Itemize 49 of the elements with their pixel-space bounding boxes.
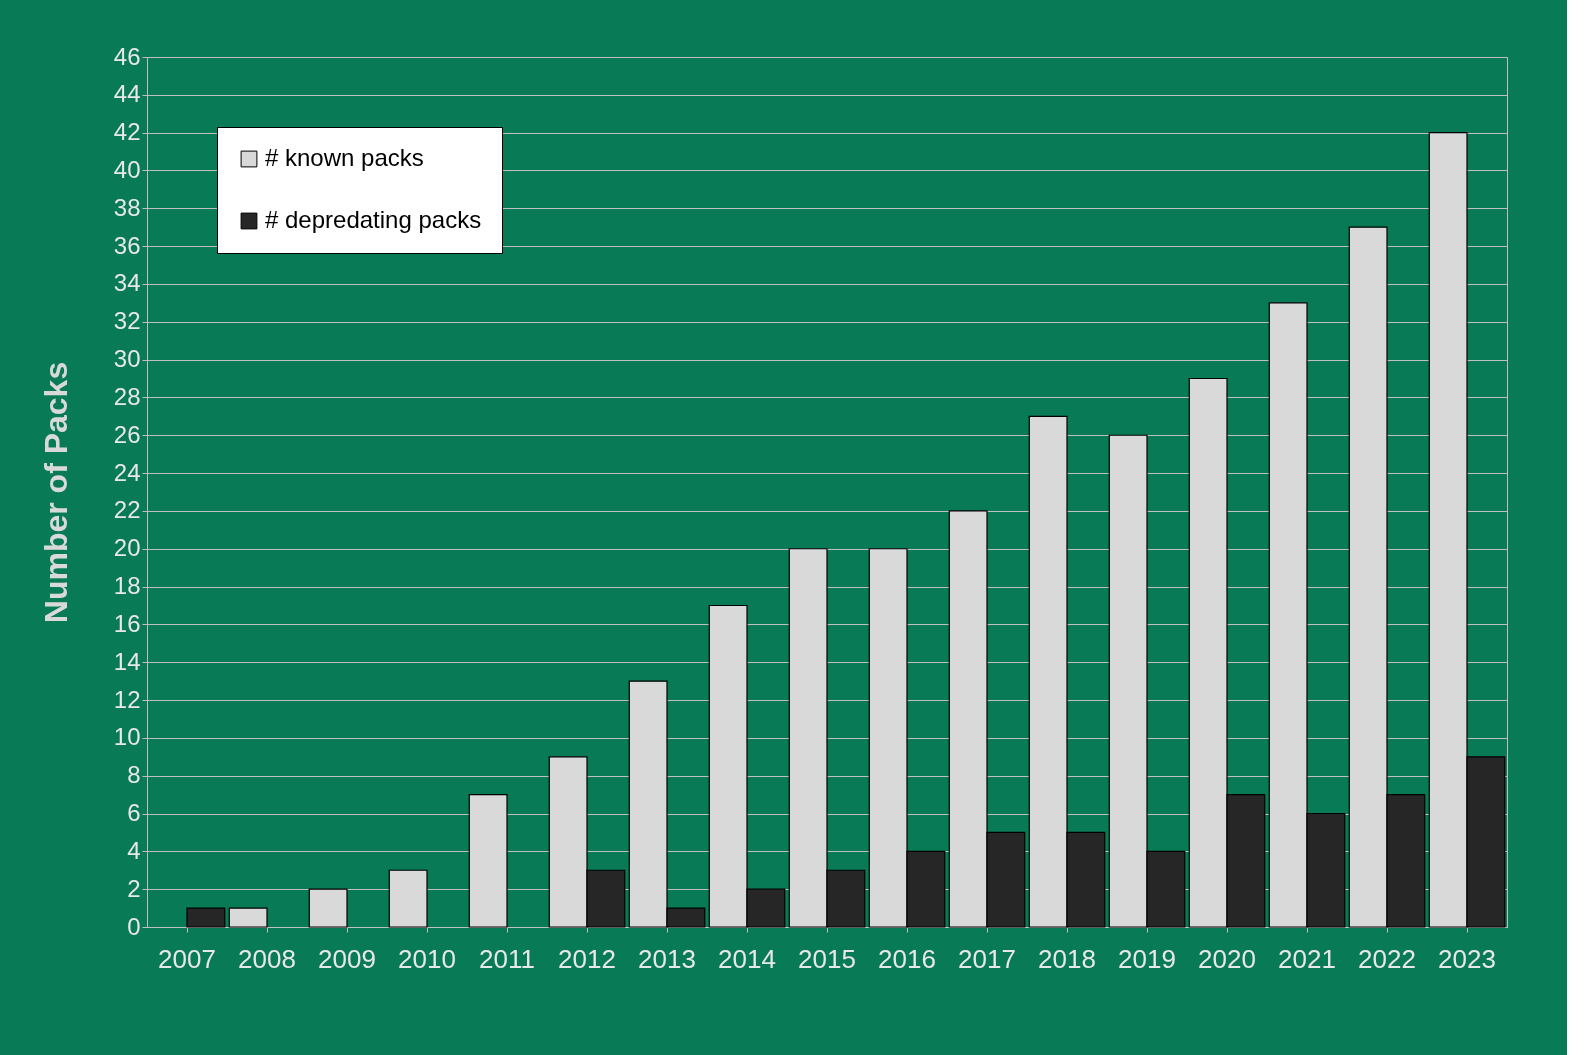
y-tick-label: 24 [113,458,141,486]
y-tick-label: 38 [113,193,141,221]
x-tick-label: 2015 [798,943,856,974]
y-tick-label: 30 [113,345,141,373]
bar [388,869,428,928]
y-tick-label: 0 [127,912,141,940]
y-tick-label: 42 [113,118,141,146]
x-tick-label: 2019 [1118,943,1176,974]
y-tick-label: 32 [113,307,141,335]
bar [186,907,226,928]
y-tick-label: 46 [113,42,141,70]
x-tick-label: 2014 [718,943,776,974]
x-tick-label: 2007 [158,943,216,974]
bar [228,907,268,928]
x-tick-label: 2012 [558,943,616,974]
y-tick-label: 34 [113,269,141,297]
y-tick-label: 22 [113,496,141,524]
y-tick-label: 28 [113,382,141,410]
y-tick-label: 18 [113,572,141,600]
y-tick-label: 4 [127,836,141,864]
y-tick-label: 44 [113,80,141,108]
x-tick-label: 2017 [958,943,1016,974]
y-tick-label: 2 [127,874,141,902]
x-tick-label: 2021 [1278,943,1336,974]
x-tick-label: 2018 [1038,943,1096,974]
x-tick-label: 2011 [479,943,535,974]
legend-label: # known packs [265,144,424,171]
bar [468,794,508,928]
x-tick-label: 2023 [1438,943,1496,974]
y-axis-title: Number of Packs [37,361,74,624]
y-tick-label: 20 [113,534,141,562]
y-tick-label: 16 [113,609,141,637]
y-tick-label: 10 [113,723,141,751]
x-tick-label: 2016 [878,943,936,974]
y-tick-label: 40 [113,155,141,183]
y-tick-label: 26 [113,420,141,448]
y-tick-label: 12 [113,685,141,713]
legend-label: # depredating packs [265,206,482,233]
y-tick-label: 6 [127,799,141,827]
x-tick-label: 2020 [1198,943,1256,974]
x-tick-label: 2009 [318,943,376,974]
y-tick-label: 8 [127,761,141,789]
x-tick-label: 2008 [238,943,296,974]
y-tick-label: 14 [113,647,141,675]
bar [308,888,348,928]
y-tick-label: 36 [113,231,141,259]
x-tick-label: 2010 [398,943,456,974]
x-tick-label: 2013 [638,943,696,974]
x-tick-label: 2022 [1358,943,1416,974]
